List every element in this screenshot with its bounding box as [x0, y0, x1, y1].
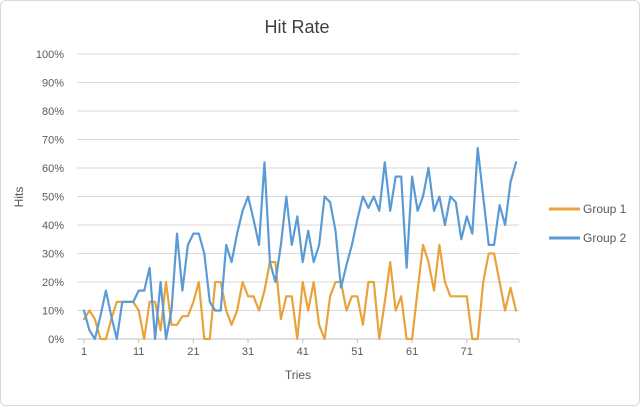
x-tick-label: 21	[187, 346, 199, 358]
y-axis-title: Hits	[12, 187, 26, 208]
legend-label-group-2: Group 2	[583, 231, 627, 245]
y-tick-label: 50%	[42, 192, 64, 204]
y-axis-tick-labels: 0% 10% 20% 30% 40% 50% 60% 70% 80% 90% 100%	[36, 49, 64, 346]
chart-title: Hit Rate	[264, 17, 329, 37]
legend: Group 1 Group 2	[549, 202, 627, 245]
y-tick-label: 60%	[42, 163, 64, 175]
x-tick-label: 1	[81, 346, 87, 358]
y-tick-label: 40%	[42, 220, 64, 232]
legend-label-group-1: Group 1	[583, 202, 627, 216]
x-tick-label: 51	[351, 346, 363, 358]
legend-item-group-1[interactable]: Group 1	[549, 202, 627, 216]
x-tick-label: 41	[297, 346, 309, 358]
x-tick-label: 71	[461, 346, 473, 358]
x-axis-title: Tries	[285, 368, 311, 382]
series-lines	[82, 146, 518, 341]
y-tick-label: 80%	[42, 106, 64, 118]
series-line-group-1[interactable]	[82, 243, 518, 341]
y-tick-label: 100%	[36, 49, 64, 61]
y-tick-label: 10%	[42, 306, 64, 318]
y-tick-label: 30%	[42, 249, 64, 261]
y-tick-label: 0%	[48, 334, 64, 346]
x-tick-label: 11	[133, 346, 144, 358]
legend-item-group-2[interactable]: Group 2	[549, 231, 627, 245]
x-tick-label: 31	[242, 346, 254, 358]
y-tick-label: 90%	[42, 78, 64, 90]
x-axis-tick-labels: 1 11 21 31 41 51 61 71	[81, 346, 473, 358]
y-tick-label: 20%	[42, 277, 64, 289]
y-tick-label: 70%	[42, 135, 64, 147]
series-line-group-2[interactable]	[82, 146, 518, 341]
x-tick-label: 61	[406, 346, 418, 358]
